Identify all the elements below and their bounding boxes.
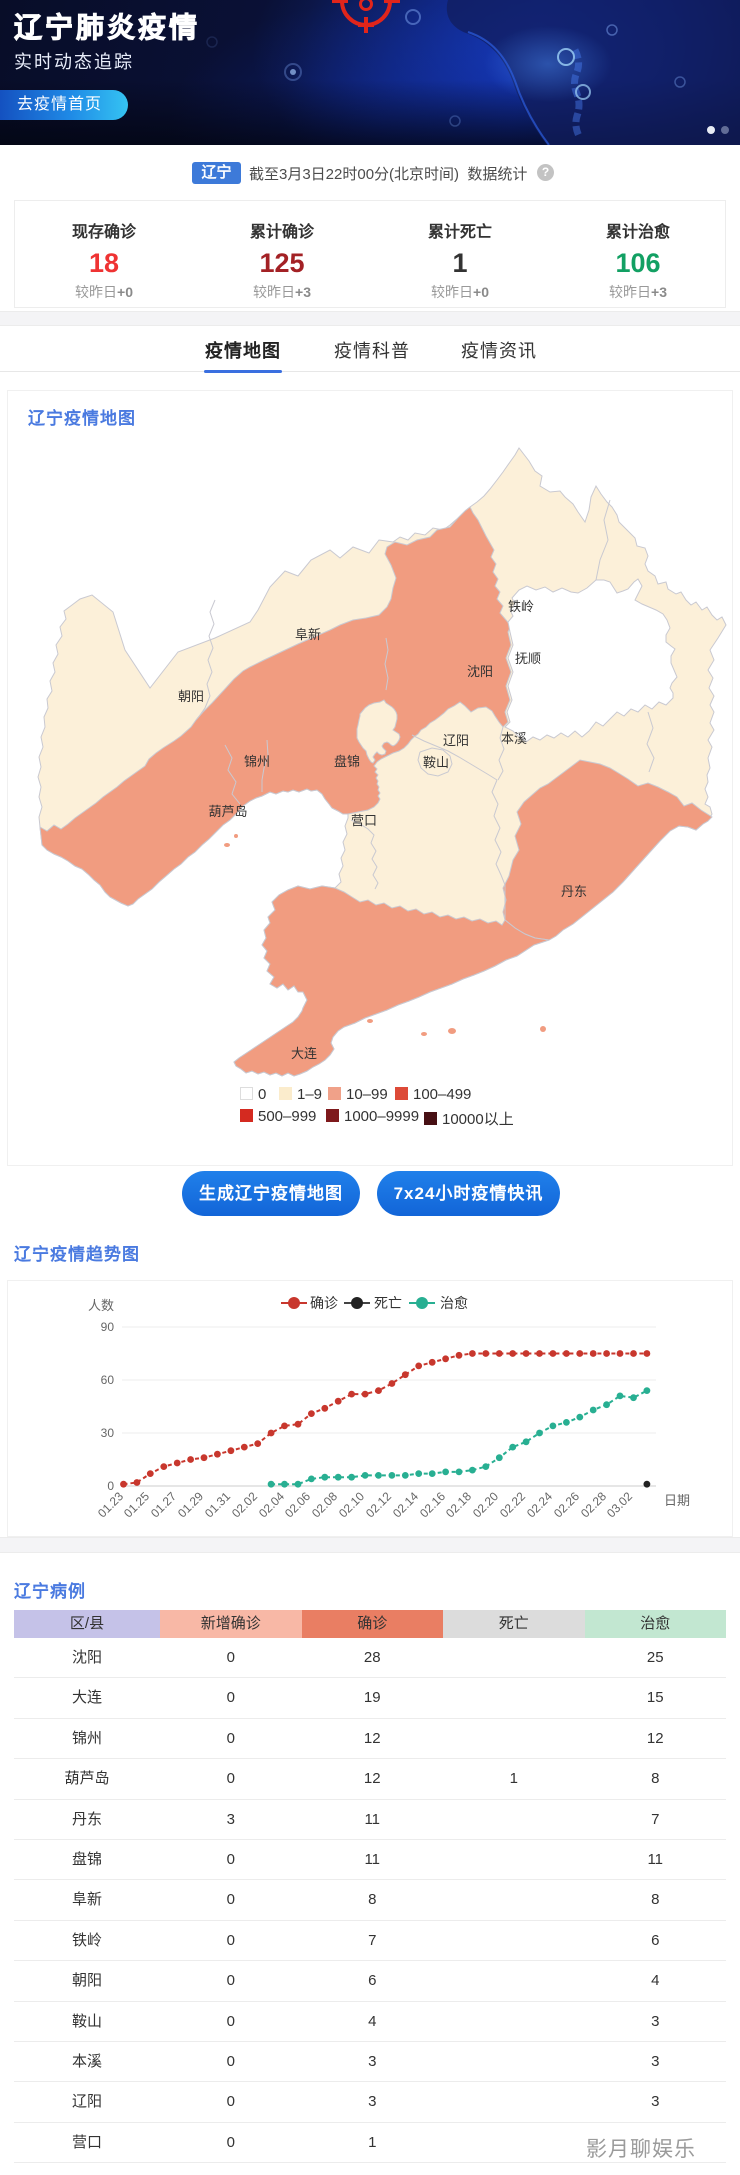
svg-text:01.23: 01.23 — [95, 1489, 126, 1520]
svg-text:02.14: 02.14 — [390, 1489, 421, 1520]
svg-text:02.26: 02.26 — [551, 1489, 582, 1520]
svg-text:02.08: 02.08 — [309, 1489, 340, 1520]
svg-text:辽阳: 辽阳 — [443, 733, 469, 748]
svg-text:阜新: 阜新 — [295, 627, 321, 642]
svg-text:治愈: 治愈 — [440, 1295, 468, 1311]
svg-text:90: 90 — [101, 1320, 115, 1334]
svg-text:02.04: 02.04 — [256, 1489, 287, 1520]
svg-text:02.16: 02.16 — [417, 1489, 448, 1520]
svg-text:本溪: 本溪 — [501, 731, 527, 746]
svg-text:02.28: 02.28 — [578, 1489, 609, 1520]
svg-text:03.02: 03.02 — [604, 1489, 635, 1520]
svg-text:大连: 大连 — [291, 1046, 317, 1061]
svg-text:葫芦岛: 葫芦岛 — [208, 804, 247, 819]
svg-text:盘锦: 盘锦 — [334, 754, 360, 769]
svg-text:60: 60 — [101, 1373, 115, 1387]
svg-text:0: 0 — [107, 1479, 114, 1493]
svg-text:01.25: 01.25 — [121, 1489, 152, 1520]
svg-text:30: 30 — [101, 1426, 115, 1440]
svg-text:死亡: 死亡 — [374, 1295, 402, 1311]
svg-text:02.10: 02.10 — [336, 1489, 367, 1520]
svg-text:02.18: 02.18 — [443, 1489, 474, 1520]
svg-text:02.12: 02.12 — [363, 1489, 394, 1520]
svg-text:日期: 日期 — [664, 1493, 690, 1508]
svg-text:01.29: 01.29 — [175, 1489, 206, 1520]
svg-text:鞍山: 鞍山 — [423, 755, 449, 770]
svg-text:人数: 人数 — [88, 1298, 114, 1313]
svg-text:02.24: 02.24 — [524, 1489, 555, 1520]
svg-text:01.27: 01.27 — [148, 1489, 179, 1520]
svg-text:朝阳: 朝阳 — [178, 689, 204, 704]
svg-text:02.20: 02.20 — [470, 1489, 501, 1520]
svg-text:铁岭: 铁岭 — [508, 599, 534, 614]
svg-text:02.02: 02.02 — [229, 1489, 260, 1520]
svg-text:02.22: 02.22 — [497, 1489, 528, 1520]
svg-text:02.06: 02.06 — [282, 1489, 313, 1520]
svg-text:确诊: 确诊 — [310, 1295, 338, 1311]
svg-text:丹东: 丹东 — [561, 884, 587, 899]
svg-text:锦州: 锦州 — [244, 754, 270, 769]
svg-text:沈阳: 沈阳 — [467, 664, 493, 679]
svg-text:营口: 营口 — [351, 813, 377, 828]
svg-text:01.31: 01.31 — [202, 1489, 233, 1520]
svg-text:抚顺: 抚顺 — [515, 651, 541, 666]
